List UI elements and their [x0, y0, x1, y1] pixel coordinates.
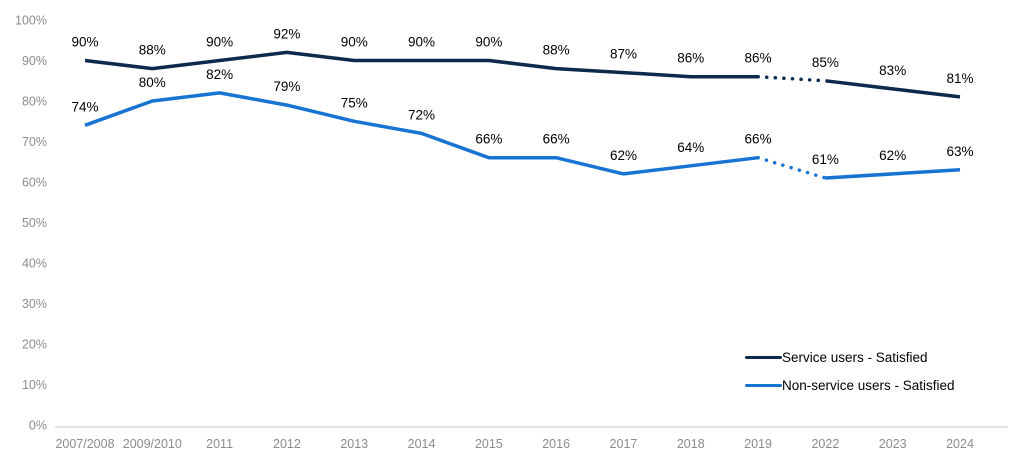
x-axis-tick-label: 2024 — [946, 437, 974, 451]
data-point-label: 83% — [879, 63, 906, 78]
legend-swatch-non-service-users — [745, 383, 782, 388]
y-axis-tick-label: 60% — [22, 176, 47, 190]
series-line-solid — [825, 79, 961, 99]
data-point-label: 61% — [812, 152, 839, 167]
series-line-solid — [84, 50, 759, 79]
x-axis-tick-label: 2018 — [677, 437, 705, 451]
y-axis-tick-label: 50% — [22, 216, 47, 230]
y-axis-tick-label: 70% — [22, 135, 47, 149]
x-axis-tick-label: 2023 — [879, 437, 907, 451]
data-point-label: 81% — [946, 71, 973, 86]
data-point-label: 62% — [610, 148, 637, 163]
x-axis-tick-label: 2012 — [273, 437, 301, 451]
y-axis-tick-label: 40% — [22, 257, 47, 271]
x-axis-tick-label: 2015 — [475, 437, 503, 451]
x-axis-tick-label: 2009/2010 — [123, 437, 182, 451]
data-point-label: 85% — [812, 55, 839, 70]
legend-label-service-users: Service users - Satisfied — [782, 350, 928, 365]
series-line-dotted — [756, 155, 828, 180]
data-point-label: 64% — [677, 140, 704, 155]
data-point-label: 66% — [475, 132, 502, 147]
x-axis-tick-label: 2017 — [610, 437, 638, 451]
series-line-dotted — [756, 74, 828, 83]
data-point-label: 66% — [543, 132, 570, 147]
x-axis-tick-label: 2013 — [340, 437, 368, 451]
y-axis-tick-label: 100% — [15, 14, 47, 28]
y-axis-tick-label: 80% — [22, 95, 47, 109]
data-point-label: 79% — [273, 79, 300, 94]
x-axis-tick-label: 2011 — [206, 437, 233, 451]
series-line-solid — [84, 91, 759, 176]
data-point-label: 66% — [745, 132, 772, 147]
chart-legend: Service users - Satisfied Non-service us… — [745, 349, 955, 394]
x-axis-tick-label: 2019 — [744, 437, 772, 451]
legend-item-service-users: Service users - Satisfied — [745, 349, 955, 366]
data-point-label: 90% — [341, 35, 368, 50]
data-point-label: 90% — [475, 35, 502, 50]
legend-item-non-service-users: Non-service users - Satisfied — [745, 377, 955, 394]
data-point-label: 90% — [71, 35, 98, 50]
legend-label-non-service-users: Non-service users - Satisfied — [782, 378, 955, 393]
data-point-label: 88% — [139, 43, 166, 58]
x-axis-tick-label: 2022 — [811, 437, 839, 451]
y-axis-tick-label: 30% — [22, 297, 47, 311]
data-point-label: 80% — [139, 75, 166, 90]
y-axis-tick-label: 20% — [22, 338, 47, 352]
data-point-label: 63% — [946, 144, 973, 159]
data-point-label: 86% — [677, 51, 704, 66]
data-point-label: 90% — [408, 35, 435, 50]
data-point-label: 74% — [71, 99, 98, 114]
data-point-label: 88% — [543, 43, 570, 58]
legend-swatch-service-users — [745, 355, 782, 360]
data-point-label: 86% — [745, 51, 772, 66]
data-point-label: 62% — [879, 148, 906, 163]
x-axis-tick-label: 2007/2008 — [55, 437, 114, 451]
data-point-label: 82% — [206, 67, 233, 82]
data-point-label: 75% — [341, 95, 368, 110]
y-axis-tick-label: 0% — [29, 419, 47, 433]
data-point-label: 72% — [408, 107, 435, 122]
x-axis-tick-label: 2014 — [408, 437, 436, 451]
y-axis-tick-label: 10% — [22, 378, 47, 392]
y-axis-tick-label: 90% — [22, 54, 47, 68]
data-point-label: 87% — [610, 47, 637, 62]
data-point-label: 90% — [206, 35, 233, 50]
series-line-solid — [825, 168, 961, 180]
x-axis-tick-label: 2016 — [542, 437, 570, 451]
data-point-label: 92% — [273, 26, 300, 41]
